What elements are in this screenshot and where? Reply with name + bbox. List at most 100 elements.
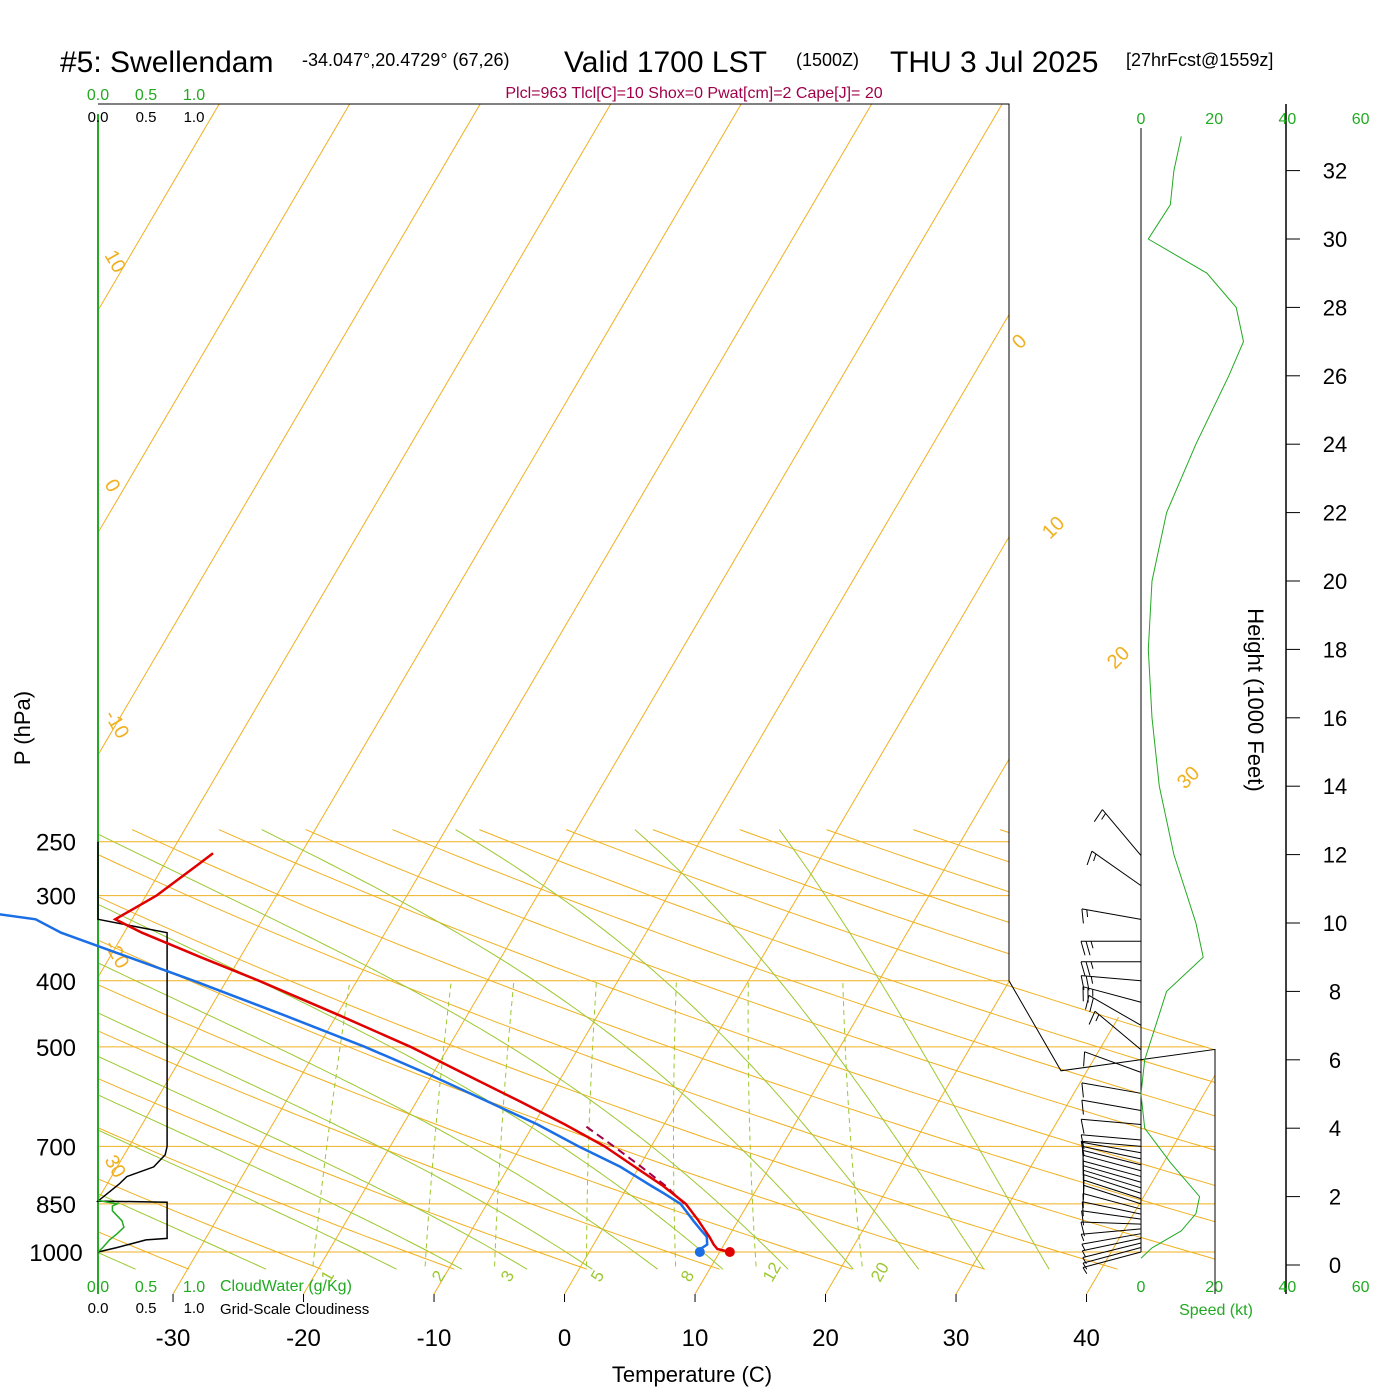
cloudiness-tick-top: 0.0 xyxy=(88,109,109,126)
mixing-ratio-line xyxy=(494,980,515,1267)
wind-barb xyxy=(1083,1051,1142,1073)
mixing-ratio-line xyxy=(586,980,597,1267)
wind-speed-profile xyxy=(1140,104,1287,1294)
speed-tick-top: 40 xyxy=(1279,111,1297,128)
speed-tick-bottom: 20 xyxy=(1205,1279,1223,1296)
isotherm-label: 30 xyxy=(1173,762,1204,793)
height-tick-label: 24 xyxy=(1323,432,1347,457)
dry-adiabat xyxy=(1086,829,1215,1270)
wind-barb xyxy=(1080,961,1142,976)
forecast-run: [27hrFcst@1559z] xyxy=(1126,50,1273,70)
wind-barb xyxy=(1086,850,1142,887)
wind-barb xyxy=(1081,1233,1142,1251)
height-axis-label: Height (1000 Feet) xyxy=(1243,608,1268,791)
isotherm-line xyxy=(172,104,873,1294)
moist-adiabat xyxy=(98,829,528,1270)
cloudwater-tick-top: 1.0 xyxy=(183,87,205,104)
temperature-line xyxy=(112,852,731,1254)
adiabats xyxy=(98,829,1400,1270)
speed-tick-top: 60 xyxy=(1352,111,1370,128)
utc-time: (1500Z) xyxy=(796,50,859,70)
wind-barb xyxy=(1081,1145,1142,1161)
wind-barb xyxy=(1088,1010,1142,1051)
plot-border xyxy=(98,103,1216,1294)
wind-barb xyxy=(1080,975,1142,991)
wind-barb xyxy=(1081,1082,1142,1098)
dry-adiabat xyxy=(1173,829,1215,1270)
moist-adiabat xyxy=(261,829,854,1270)
dry-adiabat xyxy=(305,829,1215,1270)
temperature-tick-label: 40 xyxy=(1073,1325,1100,1352)
pressure-tick-label: 400 xyxy=(36,969,76,996)
temperature-tick-label: -20 xyxy=(286,1325,321,1352)
isotherm-line xyxy=(825,104,1215,1294)
cloudiness-tick-bottom: 0.0 xyxy=(88,1300,109,1317)
moist-adiabat xyxy=(634,829,985,1270)
cloudwater-tick-bottom: 0.5 xyxy=(135,1279,157,1296)
speed-tick-bottom: 40 xyxy=(1279,1279,1297,1296)
mixing-ratio-label: 12 xyxy=(759,1259,785,1285)
cloudiness-tick-bottom: 0.5 xyxy=(136,1300,157,1317)
wind-barb xyxy=(1080,1228,1142,1242)
temperature-tick-label: 10 xyxy=(682,1325,709,1352)
wind-speed-line xyxy=(1140,136,1245,1259)
isotherm-label: 0 xyxy=(100,476,125,497)
speed-axis-label: Speed (kt) xyxy=(1179,1302,1253,1319)
wind-barb xyxy=(1080,1118,1142,1134)
moist-adiabat xyxy=(98,829,397,1270)
dry-adiabat xyxy=(98,829,1118,1270)
wind-barb xyxy=(1093,809,1142,856)
dry-adiabat xyxy=(98,829,986,1270)
cloudiness-tick-bottom: 1.0 xyxy=(184,1300,205,1317)
cloudiness-tick-top: 0.5 xyxy=(136,109,157,126)
isotherm-line xyxy=(1086,104,1215,1294)
isotherm-line xyxy=(694,104,1215,1294)
moist-adiabat xyxy=(455,829,920,1270)
dry-adiabat xyxy=(98,829,588,1270)
height-tick-label: 26 xyxy=(1323,364,1347,389)
dry-adiabat xyxy=(131,829,1215,1270)
isotherm-line xyxy=(98,104,612,1294)
isotherm-label: -10 xyxy=(100,707,134,743)
sounding-indices: Plcl=963 Tlcl[C]=10 Shox=0 Pwat[cm]=2 Ca… xyxy=(505,85,882,102)
dry-adiabat xyxy=(565,829,1215,1270)
station-coords: -34.047°,20.4729° (67,26) xyxy=(302,50,510,70)
mixing-ratio-label: 20 xyxy=(867,1259,893,1285)
mixing-ratio-lines xyxy=(312,980,863,1267)
mixing-ratio-line xyxy=(312,980,351,1267)
height-tick-label: 32 xyxy=(1323,159,1347,184)
station-name: #5: Swellendam xyxy=(60,46,273,79)
speed-tick-bottom: 0 xyxy=(1137,1279,1146,1296)
wind-barb xyxy=(1081,1201,1142,1217)
isotherm-label: 0 xyxy=(1008,330,1031,353)
wind-barb xyxy=(1085,994,1142,1026)
isotherm-line xyxy=(564,104,1215,1294)
cloudiness-tick-top: 1.0 xyxy=(184,109,205,126)
isotherm-label: 20 xyxy=(1103,642,1134,673)
mixing-ratio-line xyxy=(842,980,863,1267)
dry-adiabat xyxy=(1347,830,1400,1270)
pressure-tick-label: 1000 xyxy=(29,1240,82,1267)
cloudiness-label: Grid-Scale Cloudiness xyxy=(220,1301,369,1318)
mixing-ratio-label: 5 xyxy=(587,1267,608,1285)
wind-barb xyxy=(1082,986,1142,1003)
height-tick-label: 14 xyxy=(1323,774,1347,799)
wind-barb xyxy=(1081,1099,1142,1115)
isotherm-line xyxy=(955,104,1215,1294)
surface-temperature-dot xyxy=(724,1247,735,1257)
height-tick-label: 30 xyxy=(1323,227,1347,252)
cloud-water-line xyxy=(97,1199,125,1253)
temperature-tick-label: 30 xyxy=(943,1325,970,1352)
wind-barbs xyxy=(1080,809,1142,1275)
dry-adiabat xyxy=(218,829,1215,1270)
wind-barb xyxy=(1082,1193,1142,1210)
dry-adiabat xyxy=(392,829,1215,1270)
isotherm-line xyxy=(433,104,1134,1294)
wind-barb xyxy=(1081,1210,1142,1226)
pressure-tick-label: 250 xyxy=(36,830,76,857)
moist-adiabat xyxy=(778,829,1050,1270)
moist-adiabat xyxy=(98,829,463,1270)
plot-area xyxy=(98,104,1400,1294)
